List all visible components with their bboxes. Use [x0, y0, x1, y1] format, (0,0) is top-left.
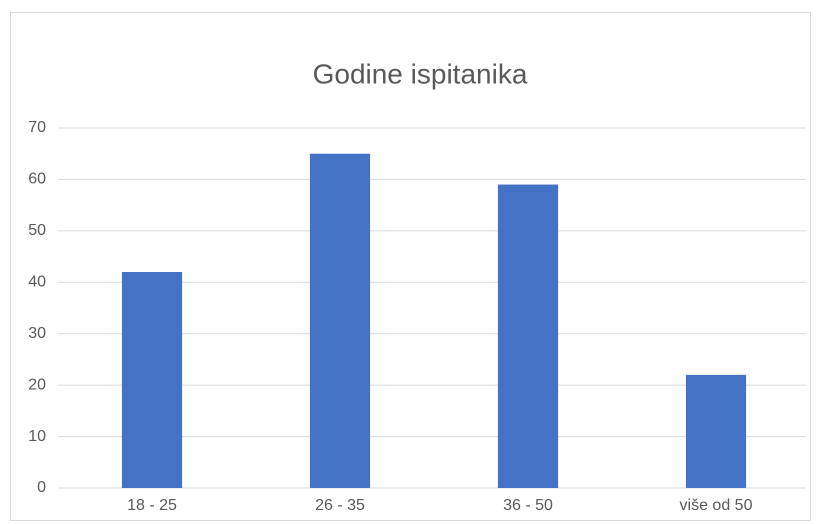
bar — [685, 374, 747, 488]
y-tick-label: 20 — [28, 376, 46, 393]
bar — [121, 272, 183, 488]
y-tick-label: 60 — [28, 171, 46, 188]
y-tick-label: 0 — [37, 479, 46, 496]
bar — [309, 153, 371, 488]
bar — [497, 184, 559, 489]
x-tick-label: 36 - 50 — [503, 497, 553, 514]
y-tick-label: 50 — [28, 222, 46, 239]
y-tick-label: 30 — [28, 325, 46, 342]
y-tick-label: 40 — [28, 274, 46, 291]
x-tick-label: više od 50 — [680, 497, 753, 514]
y-tick-label: 10 — [28, 428, 46, 445]
x-tick-label: 26 - 35 — [315, 497, 365, 514]
chart-title: Godine ispitanika — [313, 58, 528, 89]
x-tick-label: 18 - 25 — [127, 497, 177, 514]
y-tick-label: 70 — [28, 119, 46, 136]
